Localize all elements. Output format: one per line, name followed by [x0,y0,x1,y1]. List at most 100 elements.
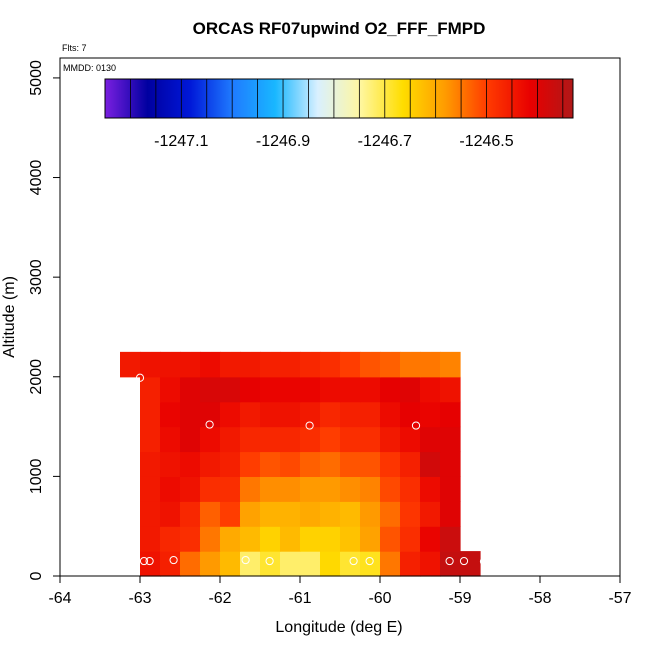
heatmap-cell [140,476,161,502]
heatmap-cell [280,451,301,477]
flight-point [365,556,374,566]
x-tick-label: -57 [608,590,631,607]
heatmap-cell [200,526,221,552]
heatmap-cell [400,551,421,577]
heatmap-cell [400,401,421,428]
heatmap-cell [280,476,301,502]
heatmap-cell [440,351,461,378]
x-tick-label: -62 [208,590,231,607]
flight-points [135,373,489,566]
heatmap-cell [380,476,401,502]
heatmap-cell [140,501,161,527]
flight-point [139,556,149,566]
heatmap-cell [340,451,361,477]
heatmap-cell [140,351,161,378]
heatmap-cell [280,551,301,577]
colorbar-tick-label: -1246.9 [256,133,310,150]
heatmap-cell [380,526,401,552]
heatmap-cell [400,426,421,453]
y-tick-label: 5000 [28,60,45,96]
heatmap-cell [240,526,261,552]
y-tick-label: 4000 [28,160,45,196]
heatmap-cell [380,501,401,527]
heatmap-cell [260,476,281,502]
heatmap-cell [440,426,461,453]
heatmap-cell [300,476,321,502]
heatmap-cell [200,451,221,477]
heatmap-cell [420,401,441,428]
heatmap-cell [220,451,241,477]
x-tick-label: -61 [288,590,311,607]
heatmap-cell [320,451,341,477]
x-axis-label: Longitude (deg E) [275,619,402,636]
heatmap-cell [220,501,241,527]
heatmap-cell [280,526,301,552]
heatmap-cell [380,426,401,453]
heatmap-cell [400,376,421,403]
heatmap-cell [380,451,401,477]
heatmap-cells [120,351,481,577]
heatmap-cell [160,401,181,428]
heatmap-cell [180,376,201,403]
heatmap-cell [360,401,381,428]
heatmap-cell [440,401,461,428]
heatmap-cell [260,451,281,477]
heatmap-cell [340,551,361,577]
heatmap-cell [320,376,341,403]
heatmap-cell [120,351,141,378]
heatmap-cell [400,351,421,378]
heatmap-cell [320,526,341,552]
heatmap-cell [300,501,321,527]
heatmap-cell [180,401,201,428]
heatmap-cell [260,526,281,552]
y-tick-label: 3000 [28,259,45,295]
heatmap-cell [340,476,361,502]
heatmap-cell [360,526,381,552]
heatmap-cell [220,426,241,453]
heatmap-cell [300,551,321,577]
heatmap-cell [140,526,161,552]
heatmap-cell [200,376,221,403]
heatmap-cell [140,401,161,428]
heatmap-cell [220,476,241,502]
heatmap-cell [280,501,301,527]
colorbar-gradient [104,78,574,119]
heatmap-cell [260,351,281,378]
heatmap-cell [420,501,441,527]
heatmap-cell [280,426,301,453]
flights-label: Flts: 7 [62,43,87,53]
heatmap-cell [420,476,441,502]
heatmap-cell [240,551,261,577]
heatmap-cell [200,476,221,502]
heatmap-cell [200,551,221,577]
heatmap-cell [220,551,241,577]
heatmap-cell [320,351,341,378]
heatmap-cell [180,501,201,527]
heatmap-cell [340,401,361,428]
heatmap-cell [180,526,201,552]
heatmap-cell [240,351,261,378]
heatmap-cell [220,526,241,552]
heatmap-cell [360,551,381,577]
heatmap-cell [380,376,401,403]
flight-point [265,556,274,566]
heatmap-cell [420,451,441,477]
heatmap-cell [400,451,421,477]
heatmap-cell [180,351,201,378]
heatmap-cell [340,526,361,552]
heatmap-cell [260,401,281,428]
heatmap-cell [200,501,221,527]
flight-point [349,556,358,566]
heatmap-cell [420,551,441,577]
heatmap-cell [340,501,361,527]
heatmap-cell [440,526,461,552]
flight-point [459,556,469,566]
flight-point [305,421,314,430]
heatmap-cell [240,451,261,477]
heatmap-cell [180,551,201,577]
heatmap-cell [360,501,381,527]
y-tick-label: 2000 [28,359,45,395]
heatmap-cell [320,426,341,453]
heatmap-cell [240,401,261,428]
heatmap-cell [320,476,341,502]
